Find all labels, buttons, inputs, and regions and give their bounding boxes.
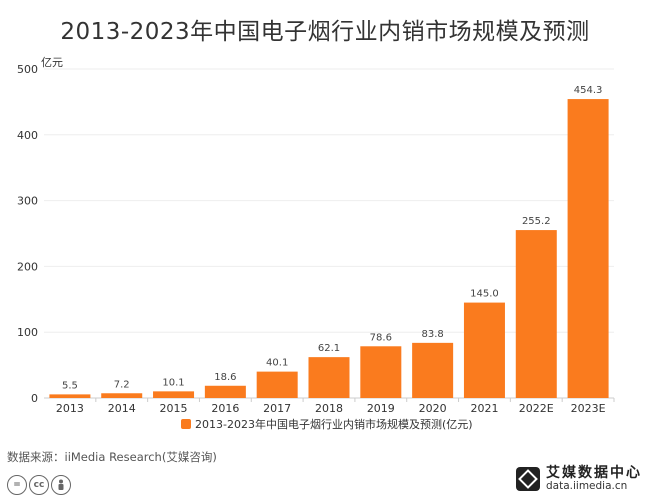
bar-2015 (153, 391, 195, 398)
no-derivatives-icon: = (7, 475, 27, 495)
data-label: 83.8 (422, 329, 444, 340)
data-label: 10.1 (162, 377, 184, 388)
page-title: 2013-2023年中国电子烟行业内销市场规模及预测 (60, 19, 590, 45)
data-label: 40.1 (266, 358, 288, 369)
bar-2017 (256, 371, 298, 398)
x-tick-label: 2018 (315, 402, 343, 415)
data-label: 5.5 (62, 380, 78, 391)
data-label: 78.6 (370, 332, 392, 343)
bar-2018 (308, 357, 350, 398)
y-tick-label: 300 (17, 195, 38, 208)
legend-label: 2013-2023年中国电子烟行业内销市场规模及预测(亿元) (195, 417, 473, 431)
iimedia-logo-icon (516, 467, 540, 492)
data-label: 7.2 (114, 379, 130, 390)
bar-2019 (360, 346, 402, 398)
bar-2020 (412, 342, 454, 398)
x-tick-label: 2023E (571, 402, 606, 415)
x-tick-label: 2021 (470, 402, 498, 415)
data-source: 数据来源：iiMedia Research(艾媒咨询) (7, 450, 217, 464)
data-label: 62.1 (318, 343, 340, 354)
x-tick-label: 2015 (160, 402, 188, 415)
bar-2016 (204, 385, 246, 398)
x-tick-label: 2019 (367, 402, 395, 415)
x-tick-label: 2017 (263, 402, 291, 415)
y-tick-label: 500 (17, 63, 38, 76)
bar-2023E (567, 99, 609, 398)
y-tick-label: 100 (17, 326, 38, 339)
data-label: 145.0 (470, 289, 499, 300)
brand-name: 艾媒数据中心 (546, 465, 642, 481)
x-tick-label: 2013 (56, 402, 84, 415)
bar-2014 (101, 393, 143, 398)
y-tick-label: 0 (31, 392, 38, 405)
license-badges: = cc (7, 475, 71, 495)
creative-commons-icon: cc (29, 475, 49, 495)
x-tick-label: 2016 (211, 402, 239, 415)
bar-2021 (463, 302, 505, 398)
brand-url: data.iimedia.cn (546, 480, 628, 493)
x-tick-label: 2020 (419, 402, 447, 415)
data-label: 454.3 (574, 85, 603, 96)
bar-2022E (515, 230, 557, 398)
attribution-person-icon (51, 475, 71, 495)
x-tick-label: 2014 (108, 402, 136, 415)
y-axis-unit: 亿元 (41, 56, 63, 69)
bar-2013 (49, 394, 91, 398)
y-tick-label: 200 (17, 260, 38, 273)
data-label: 18.6 (214, 372, 236, 383)
brand-logo-block: 艾媒数据中心 data.iimedia.cn (516, 465, 642, 493)
legend-swatch (181, 419, 191, 429)
data-label: 255.2 (522, 216, 551, 227)
x-tick-label: 2022E (519, 402, 554, 415)
y-tick-label: 400 (17, 129, 38, 142)
